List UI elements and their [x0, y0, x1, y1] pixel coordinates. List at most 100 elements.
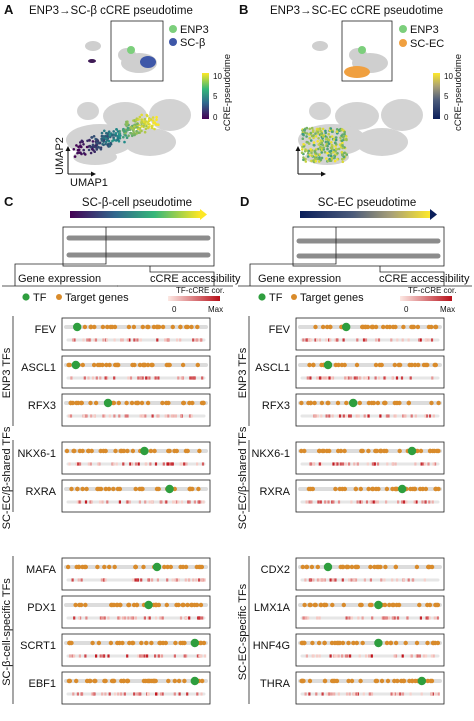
- umap-cell: [112, 136, 115, 139]
- ccre-mark: [416, 654, 419, 658]
- target-gene-mark: [342, 448, 347, 454]
- gene-expression-label: Gene expression: [258, 273, 341, 285]
- panel-letter-d: D: [240, 194, 249, 209]
- ccre-mark: [151, 578, 154, 582]
- ccre-mark: [337, 500, 341, 504]
- ccre-mark: [102, 414, 105, 418]
- ccre-mark: [121, 616, 125, 620]
- umap-cell: [136, 126, 139, 129]
- target-gene-mark: [349, 564, 355, 570]
- target-gene-mark: [69, 486, 74, 492]
- target-gene-mark: [418, 486, 423, 492]
- ccre-mark: [331, 500, 334, 504]
- ccre-mark: [113, 414, 116, 418]
- ccre-mark: [139, 338, 142, 342]
- umap-cell: [136, 122, 139, 126]
- umap-cell: [302, 145, 306, 148]
- umap-cell: [135, 118, 138, 122]
- umap-cell: [341, 144, 344, 148]
- tf-gene-label: RFX3: [262, 400, 290, 412]
- umap-cell: [143, 130, 147, 134]
- ccre-mark: [140, 578, 143, 582]
- target-gene-mark: [429, 564, 435, 570]
- ccre-mark: [391, 578, 394, 582]
- ccre-mark: [318, 376, 321, 380]
- umap-cell: [343, 151, 346, 155]
- ccre-mark: [420, 462, 423, 466]
- umap-cell: [126, 126, 130, 130]
- target-gene-mark: [173, 640, 178, 646]
- ccre-mark: [147, 616, 150, 620]
- target-gene-mark: [154, 324, 160, 330]
- target-gene-mark: [180, 362, 186, 368]
- ccre-mark: [192, 338, 195, 342]
- target-gene-mark: [384, 486, 390, 492]
- target-gene-mark: [73, 602, 78, 608]
- inset-cluster: [88, 59, 96, 63]
- target-gene-mark: [74, 678, 79, 684]
- umap-cell: [310, 159, 313, 163]
- ccre-mark: [128, 500, 131, 504]
- ccre-mark: [164, 414, 167, 418]
- arrow-head: [295, 146, 301, 151]
- target-gene-mark: [358, 486, 363, 492]
- tf-mark: [323, 562, 333, 572]
- umap-cell: [96, 138, 99, 142]
- target-gene-mark: [434, 602, 439, 608]
- target-gene-mark: [100, 324, 106, 330]
- umap-cell: [336, 152, 339, 155]
- target-gene-mark: [101, 448, 106, 454]
- ccre-mark: [437, 692, 440, 696]
- tf-mark: [374, 600, 383, 610]
- ccre-mark: [77, 578, 80, 582]
- target-gene-mark: [312, 602, 317, 608]
- target-gene-mark: [333, 486, 338, 492]
- pseudotime-label: SC-EC pseudotime: [318, 197, 416, 209]
- ccre-mark: [118, 414, 121, 418]
- ccre-mark: [434, 692, 437, 696]
- target-gene-mark: [82, 324, 88, 330]
- ccre-mark: [113, 338, 116, 342]
- target-gene-mark: [106, 486, 112, 492]
- umap-cell: [133, 133, 136, 137]
- colorbar-tick: 5: [444, 92, 449, 101]
- umap-cell: [328, 150, 331, 153]
- legend-enp3-swatch: [399, 25, 407, 33]
- target-gene-mark: [83, 602, 88, 608]
- ccre-mark: [342, 414, 345, 418]
- ccre-mark: [377, 338, 381, 342]
- legend-tf-label: TF: [33, 292, 47, 304]
- target-gene-mark: [354, 362, 360, 368]
- umap-cell: [135, 129, 138, 133]
- target-gene-mark: [64, 448, 70, 454]
- tf-group-label: ENP3 TFs: [1, 347, 13, 398]
- target-gene-mark: [397, 362, 403, 368]
- target-gene-mark: [336, 362, 341, 368]
- ccre-mark: [117, 616, 120, 620]
- inset-frame: [110, 20, 164, 82]
- umap-cell: [93, 145, 96, 149]
- ccre-mark: [342, 338, 345, 342]
- ccre-mark: [90, 414, 93, 418]
- umap-cell: [153, 127, 156, 131]
- ccre-mark: [177, 376, 180, 380]
- target-gene-mark: [369, 324, 374, 330]
- target-gene-mark: [130, 448, 136, 454]
- ccre-mark: [385, 414, 388, 418]
- umap-cell: [106, 135, 109, 138]
- ccre-mark: [413, 500, 416, 504]
- ccre-mark: [428, 414, 432, 418]
- ccre-mark: [363, 414, 366, 418]
- ccre-mark: [385, 616, 388, 620]
- target-gene-mark: [160, 400, 165, 406]
- umap-cell: [137, 118, 140, 121]
- target-gene-mark: [130, 640, 136, 646]
- ccre-mark: [424, 414, 427, 418]
- umap-cell: [305, 132, 309, 135]
- umap-cell: [308, 127, 312, 131]
- target-gene-mark: [300, 564, 305, 570]
- target-gene-mark: [91, 362, 97, 368]
- umap-cell: [154, 123, 158, 126]
- target-gene-mark: [432, 448, 437, 454]
- ccre-mark: [189, 376, 192, 380]
